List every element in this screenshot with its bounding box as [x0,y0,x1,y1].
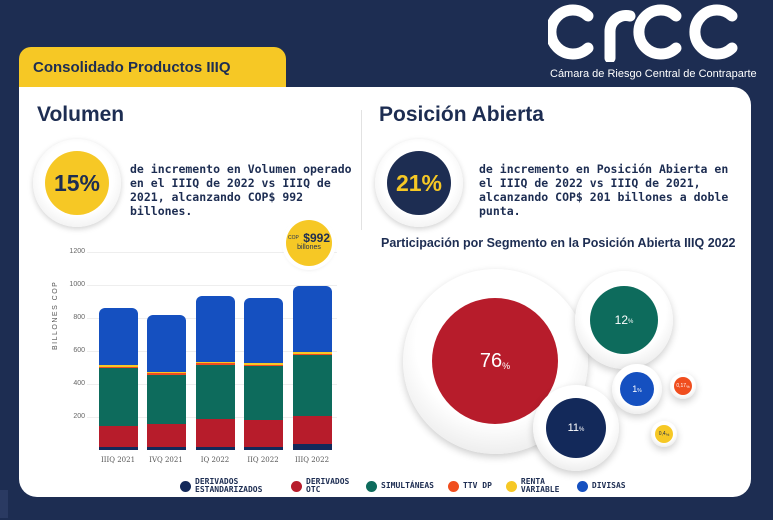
bar-segment [244,365,283,421]
legend-dot [366,480,377,492]
bar-segment [99,367,138,426]
posicion-description: de incremento en Posición Abierta en el … [479,162,729,218]
posicion-percent: 21% [387,151,451,215]
bar-segment [244,364,283,367]
badge-value: $992 [303,231,330,246]
y-tick-label: 600 [73,347,85,354]
bar-segment [244,363,283,365]
chart-ylabel: BILLONES COP [52,280,59,350]
bubble-simultaneas: 12% [590,286,658,354]
side-strip [0,490,8,518]
bar-segment [196,361,235,364]
brand-subtitle: Cámara de Riesgo Central de Contraparte [550,68,757,80]
legend-item: DIVISAS [576,480,626,492]
bar-segment [293,286,332,353]
legend-item: RENTA VARIABLE [505,478,563,494]
bar-segment [196,296,235,362]
y-tick-label: 1000 [69,281,85,288]
pie-title: Participación por Segmento en la Posició… [381,236,736,250]
legend-dot [291,480,302,492]
y-tick-label: 400 [73,380,85,387]
bar-segment [147,314,186,372]
bubble-renta-variable: 0,4% [655,425,673,443]
x-tick-label: IIQ 2022 [247,456,279,464]
grid-line [87,285,337,286]
volumen-description: de incremento en Volumen operado en el I… [130,162,352,218]
bar-segment [147,447,186,450]
badge-unit: billones [297,244,321,252]
legend-item: SIMULTÁNEAS [366,480,434,492]
legend-dot [447,480,459,492]
y-tick-label: 1200 [69,248,85,255]
bar-segment [293,354,332,417]
bar-segment [244,297,283,364]
bar-segment [196,446,235,450]
badge-prefix: COP [288,235,299,241]
volumen-heading: Volumen [37,103,125,126]
x-tick-label: IIIQ 2021 [100,456,136,464]
bar-segment [147,371,186,374]
bar-segment [147,423,186,448]
bar-segment [196,363,235,365]
bubble-otc: 76% [432,298,558,424]
bar-segment [244,420,283,447]
bar-segment [99,425,138,448]
y-tick-label: 800 [73,314,85,321]
y-tick-label: 200 [73,413,85,420]
bar-segment [196,418,235,447]
crcc-logo [548,4,738,62]
legend-dot [505,480,517,492]
x-tick-label: IQ 2022 [200,456,230,464]
volumen-percent: 15% [45,151,109,215]
section-title: Consolidado Productos IIIQ [33,59,231,76]
chart-legend: DERIVADOS ESTANDARIZADOS DERIVADOS OTC S… [180,478,626,494]
bar-segment [293,416,332,445]
section-tab: Consolidado Productos IIIQ [19,47,286,87]
grid-line [87,252,337,253]
total-volume-badge: COP $992 billones [286,220,332,266]
x-tick-label: IVQ 2021 [149,456,183,464]
bar-segment [99,365,138,367]
legend-item: DERIVADOS ESTANDARIZADOS [180,478,277,494]
x-tick-label: IIIQ 2022 [294,456,330,464]
bar-segment [244,446,283,450]
bar-segment [196,363,235,419]
bar-segment [99,447,138,450]
bar-segment [293,352,332,354]
posicion-heading: Posición Abierta [379,103,544,126]
bar-segment [293,353,332,355]
legend-item: DERIVADOS OTC [291,478,352,494]
bubble-ttv: 0,17% [674,377,692,395]
bar-segment [99,308,138,366]
bar-segment [293,444,332,450]
bar-segment [147,373,186,375]
bar-segment [147,373,186,424]
bubble-estandarizados: 11% [546,398,606,458]
bar-segment [99,366,138,369]
legend-dot [576,480,588,492]
legend-dot [180,480,191,492]
bubble-divisas: 1% [620,372,654,406]
divider [361,110,362,230]
legend-item: TTV DP [447,480,492,492]
